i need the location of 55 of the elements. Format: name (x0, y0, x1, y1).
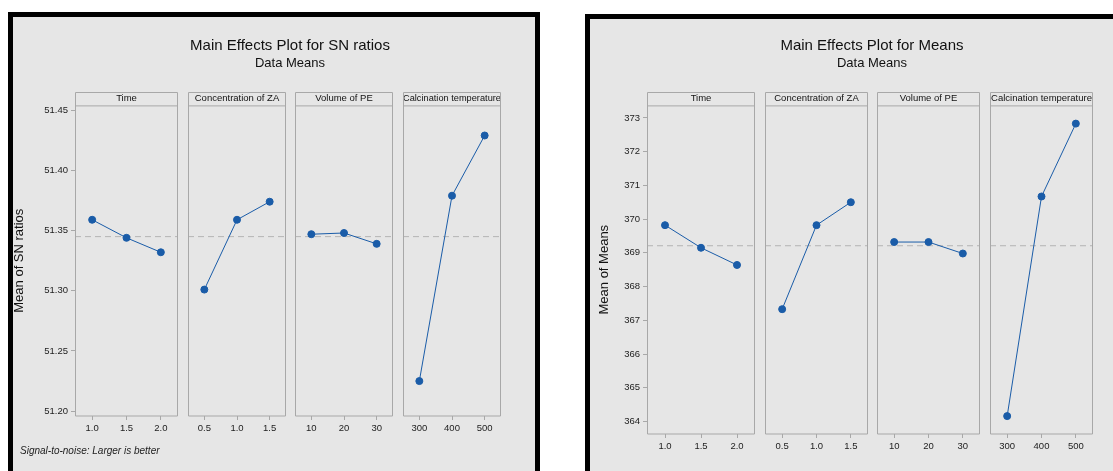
x-tick-label: 0.5 (197, 422, 211, 434)
x-tick-label: 2.0 (154, 422, 168, 434)
y-tick-label: 367 (624, 313, 640, 325)
y-tick-label: 51.40 (44, 164, 68, 176)
x-tick-label: 30 (957, 440, 969, 452)
x-tick-label: 0.5 (775, 440, 789, 452)
x-tick-label: 1.0 (809, 440, 823, 452)
y-tick-label: 366 (624, 347, 640, 359)
y-tick-label: 51.45 (44, 103, 68, 115)
chart-title: Volume of PE (899, 92, 958, 104)
y-tick-label: 372 (624, 145, 640, 157)
text: Data Means (835, 55, 909, 70)
y-axis-title: Mean of SN ratios (11, 208, 27, 313)
x-tick-label: 20 (338, 422, 350, 434)
y-tick-label: 370 (624, 212, 640, 224)
x-tick-label: 1.5 (119, 422, 134, 434)
chart-title: Time (690, 92, 712, 104)
x-tick-label: 1.5 (694, 440, 708, 452)
x-tick-label: 300 (998, 440, 1015, 452)
y-tick-label: 373 (624, 111, 640, 123)
text: Main Effects Plot for SN ratios (189, 36, 391, 53)
x-tick-label: 1.5 (262, 422, 276, 434)
y-tick-label: 364 (624, 415, 640, 427)
chart-title: Time (116, 92, 137, 104)
y-tick-label: 51.20 (44, 404, 68, 416)
x-tick-label: 1.0 (658, 440, 672, 452)
x-tick-label: 10 (888, 440, 900, 452)
y-tick-label: 51.25 (44, 344, 68, 356)
chart-title: Volume of PE (315, 92, 373, 104)
x-tick-label: 400 (1033, 440, 1049, 452)
x-tick-label: 400 (443, 422, 460, 434)
x-tick-label: 30 (371, 422, 382, 434)
text: Main Effects Plot for Means (779, 36, 965, 53)
x-tick-label: 1.0 (85, 422, 99, 434)
y-tick-label: 368 (624, 280, 640, 292)
y-tick-label: 51.35 (44, 224, 68, 236)
y-axis-title: Mean of Means (596, 224, 612, 315)
chart-title: Concentration of ZA (194, 92, 280, 104)
y-tick-label: 365 (624, 381, 640, 393)
x-tick-label: 500 (1067, 440, 1084, 452)
x-tick-label: 1.5 (843, 440, 857, 452)
text: Signal-to-noise: Larger is better (20, 445, 160, 456)
x-tick-label: 20 (923, 440, 934, 452)
text: Data Means (253, 55, 327, 70)
x-tick-label: 500 (476, 422, 493, 434)
chart-title: Calcination temperature (990, 92, 1092, 104)
x-tick-label: 10 (306, 422, 317, 434)
x-tick-label: 1.0 (229, 422, 244, 434)
y-tick-label: 51.30 (44, 284, 68, 296)
x-tick-label: 2.0 (730, 440, 744, 452)
chart-title: Calcination temperature (402, 93, 501, 104)
y-tick-label: 369 (624, 246, 640, 258)
y-tick-label: 371 (624, 178, 640, 190)
chart-title: Concentration of ZA (773, 92, 859, 104)
x-tick-label: 300 (410, 422, 427, 434)
